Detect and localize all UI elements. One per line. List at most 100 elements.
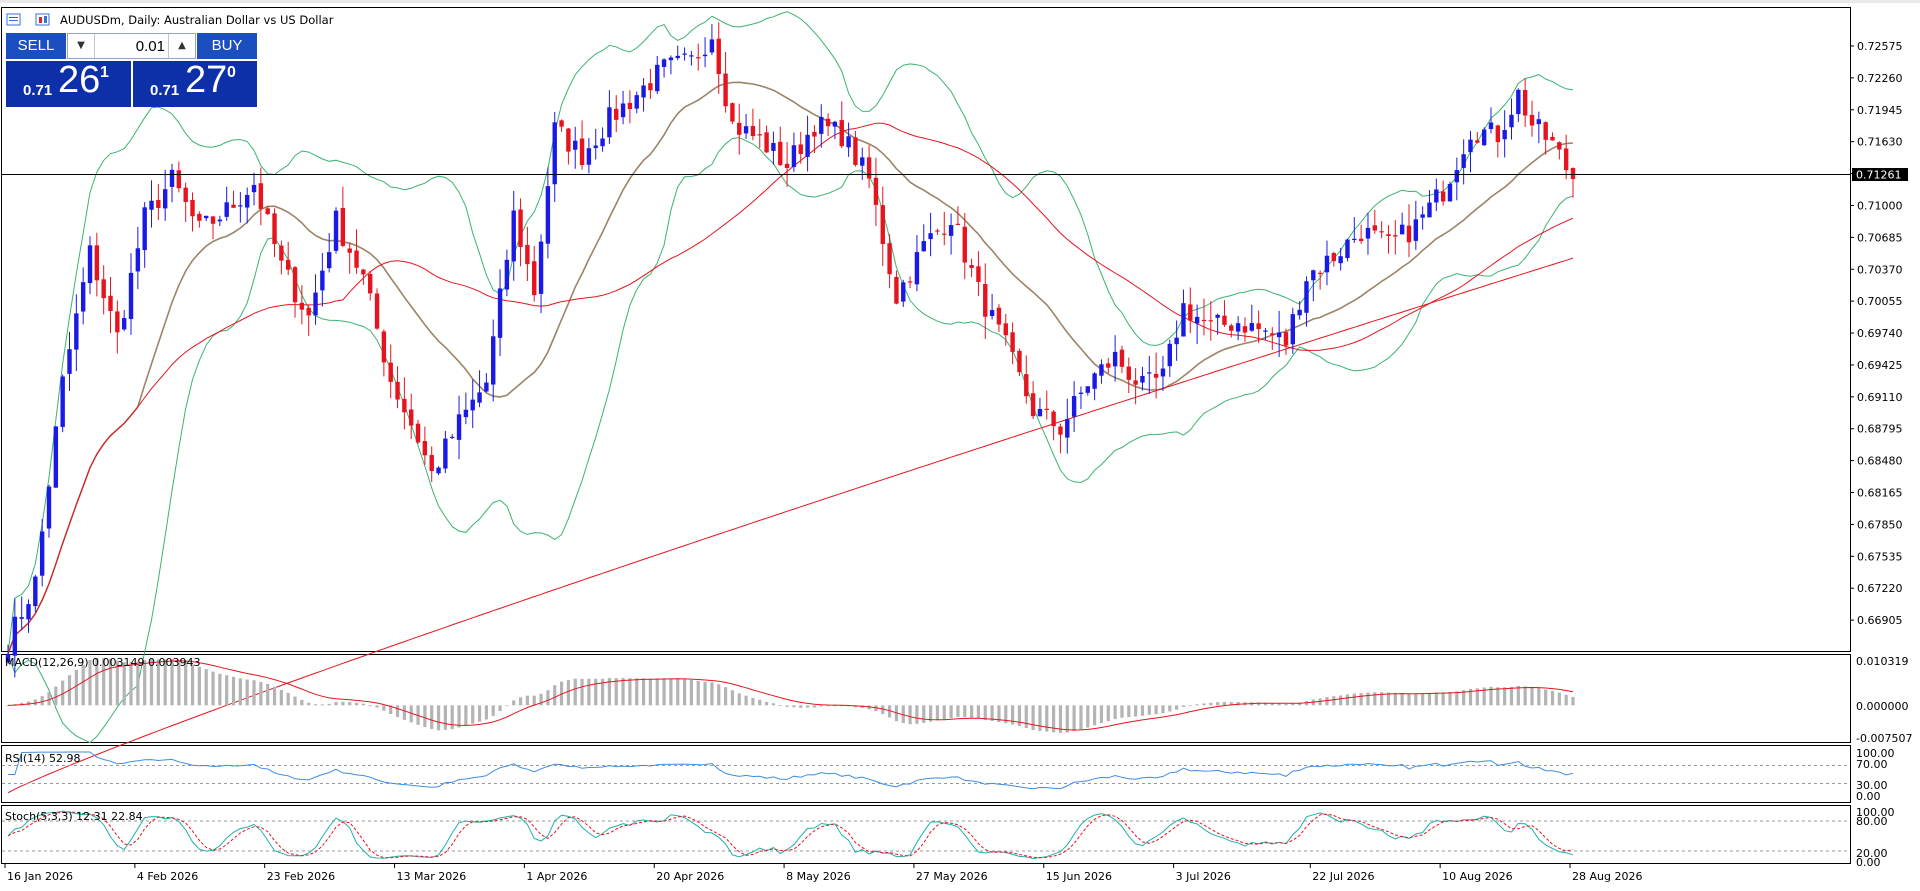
main-panel-frame (1, 7, 1851, 652)
macd-histogram-bar (1530, 687, 1534, 706)
buy-price-button[interactable]: 0.71 27 0 (133, 59, 257, 107)
macd-tick-min: -0.007507 (1856, 732, 1912, 745)
macd-histogram-bar (1503, 687, 1507, 706)
candle-body (149, 200, 154, 210)
candle-body (1078, 392, 1084, 394)
macd-histogram-bar (1468, 688, 1473, 706)
sell-button[interactable]: SELL (6, 33, 66, 59)
chart-menu-icon[interactable] (6, 13, 21, 26)
macd-histogram-bar (908, 705, 912, 725)
macd-histogram-bar (457, 705, 461, 728)
macd-histogram-bar (901, 705, 905, 723)
candle-body (402, 398, 407, 413)
buy-button[interactable]: BUY (197, 33, 257, 59)
macd-histogram-bar (122, 662, 126, 706)
candle-body (860, 157, 865, 166)
macd-histogram-bar (279, 689, 283, 706)
candle-body (1229, 325, 1234, 331)
macd-histogram-bar (949, 705, 953, 719)
candle-body (921, 241, 926, 252)
sell-price-button[interactable]: 0.71 26 1 (6, 59, 131, 107)
macd-histogram-bar (546, 690, 550, 706)
macd-histogram-bar (1332, 696, 1336, 706)
candle-body (128, 272, 134, 320)
chart-properties-icon[interactable] (35, 13, 50, 26)
candle-body (1263, 330, 1268, 332)
candle-body (1509, 114, 1514, 128)
candle-body (743, 126, 749, 134)
time-tick-label: 4 Feb 2026 (137, 870, 198, 883)
candle-body (873, 177, 879, 205)
candle-body (1174, 337, 1179, 345)
lot-increase-button[interactable]: ▲ (168, 34, 195, 58)
macd-histogram-bar (1277, 703, 1281, 706)
candle-body (285, 259, 291, 270)
macd-histogram-bar (942, 705, 946, 720)
price-tick-label: 0.72575 (1857, 40, 1903, 53)
macd-histogram-bar (1325, 697, 1329, 706)
macd-histogram-bar (669, 678, 673, 706)
current-price-tag: 0.71261 (1852, 168, 1908, 182)
macd-histogram-bar (252, 680, 256, 706)
lot-decrease-button[interactable]: ▼ (68, 34, 95, 58)
stoch-series (2, 810, 1850, 860)
rsi-line (8, 751, 1574, 790)
macd-histogram-bar (40, 696, 44, 706)
macd-histogram-bar (970, 705, 974, 718)
candle-body (1010, 332, 1015, 352)
candle-body (121, 318, 127, 330)
stoch-signal-line (7, 811, 1574, 859)
candle-body (996, 307, 1002, 325)
macd-histogram-bar (423, 705, 427, 728)
candle-body (1153, 373, 1159, 378)
candle-body (484, 382, 489, 392)
candle-body (299, 302, 305, 310)
macd-histogram-bar (1550, 690, 1555, 706)
candle-body (1454, 170, 1460, 183)
macd-histogram-bar (1209, 702, 1213, 706)
candle-body (94, 245, 100, 281)
macd-histogram-bar (723, 687, 728, 706)
candle-body (320, 270, 325, 291)
candle-body (1051, 411, 1056, 427)
candle-body (395, 381, 400, 400)
candle-body (135, 248, 141, 272)
candle-body (1481, 129, 1487, 146)
macd-histogram-bar (1421, 693, 1425, 706)
candle-body (716, 38, 721, 74)
macd-histogram-bar (887, 705, 892, 718)
macd-histogram-bar (600, 678, 605, 706)
candle-body (354, 250, 359, 268)
candle-body (1420, 214, 1425, 218)
macd-histogram-bar (409, 705, 413, 723)
macd-histogram-bar (635, 678, 639, 706)
lot-size-input[interactable] (95, 34, 168, 58)
candle-body (183, 187, 188, 202)
macd-histogram-bar (163, 659, 167, 706)
candle-body (1358, 238, 1364, 242)
candle-body (26, 604, 31, 620)
candle-body (67, 349, 72, 374)
price-axis: 0.725750.722600.719450.716300.713150.710… (1850, 40, 1903, 627)
time-tick-label: 22 Jul 2026 (1312, 870, 1374, 883)
lot-size-stepper[interactable]: ▼ ▲ (67, 33, 196, 59)
candle-body (12, 616, 18, 656)
candle-body (641, 85, 646, 98)
candle-body (1065, 419, 1070, 438)
price-tick-label: 0.67535 (1857, 550, 1903, 563)
macd-histogram-bar (484, 705, 488, 720)
candle-body (812, 131, 817, 137)
macd-histogram-bar (204, 669, 208, 706)
candle-body (1352, 238, 1357, 241)
candle-body (53, 426, 59, 488)
price-series (2, 11, 1850, 794)
macd-histogram-bar (1455, 691, 1459, 706)
candle-body (1242, 326, 1248, 333)
rsi-tick-0: 0.00 (1856, 790, 1881, 803)
macd-histogram-bar (477, 705, 482, 722)
macd-histogram-bar (819, 705, 823, 707)
candle-body (1372, 225, 1378, 231)
macd-histogram-bar (1024, 705, 1028, 728)
candle-body (1126, 366, 1131, 380)
